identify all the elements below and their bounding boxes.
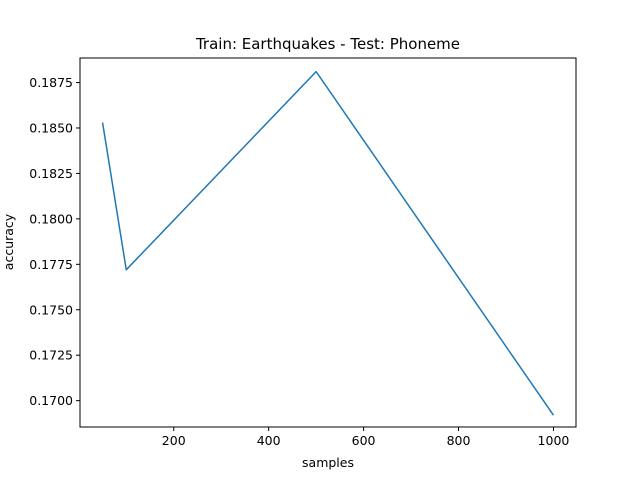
y-tick-label: 0.1825 bbox=[29, 166, 73, 181]
y-axis-ticks: 0.1700 0.1725 0.1750 0.1775 0.1800 0.1825 0.18… bbox=[29, 75, 80, 408]
y-tick-label: 0.1750 bbox=[29, 302, 73, 317]
x-axis-ticks: 200 400 600 800 1000 bbox=[162, 427, 570, 448]
y-tick-label: 0.1775 bbox=[29, 257, 73, 272]
x-tick-label: 1000 bbox=[538, 433, 570, 448]
x-tick-label: 400 bbox=[257, 433, 281, 448]
x-axis-label: samples bbox=[302, 455, 354, 470]
y-tick-label: 0.1725 bbox=[29, 348, 73, 363]
x-tick-label: 200 bbox=[162, 433, 186, 448]
axes-frame bbox=[79, 57, 577, 428]
y-axis-label: accuracy bbox=[1, 213, 16, 270]
y-tick-label: 0.1700 bbox=[29, 393, 73, 408]
x-tick-label: 800 bbox=[447, 433, 471, 448]
y-tick-label: 0.1875 bbox=[29, 75, 73, 90]
series-line-0 bbox=[101, 70, 555, 416]
plot-area bbox=[101, 70, 555, 416]
chart-title: Train: Earthquakes - Test: Phoneme bbox=[195, 35, 460, 53]
y-tick-label: 0.1800 bbox=[29, 211, 73, 226]
x-tick-label: 600 bbox=[352, 433, 376, 448]
y-tick-label: 0.1850 bbox=[29, 120, 73, 135]
